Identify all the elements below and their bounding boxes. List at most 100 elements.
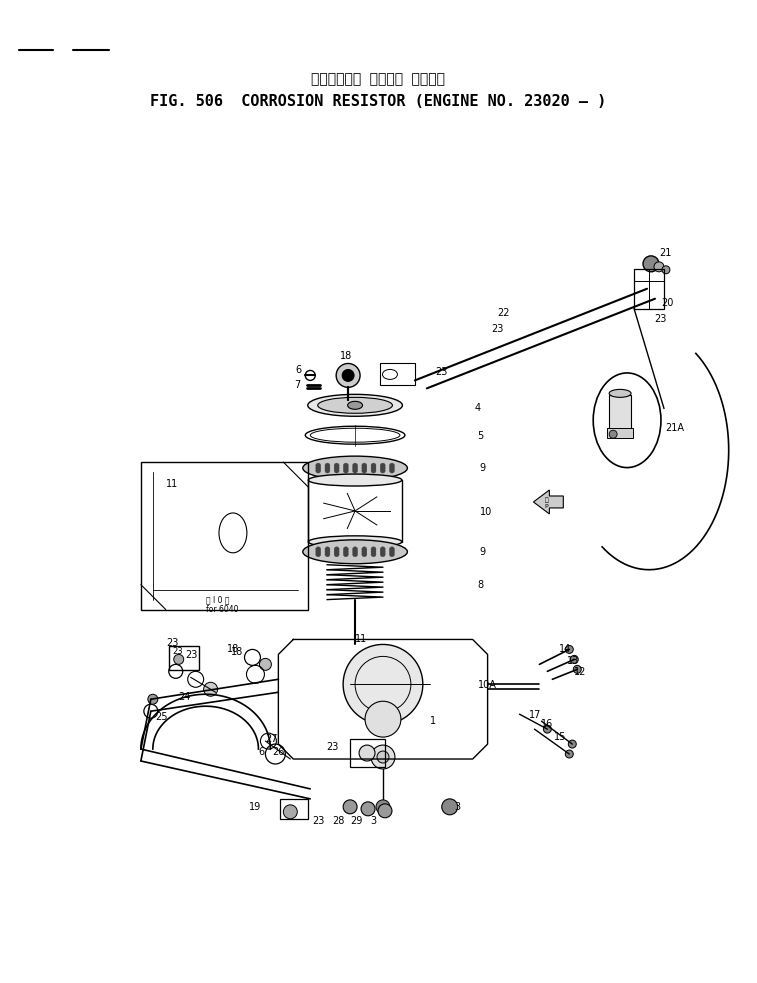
Circle shape [565, 646, 573, 654]
Circle shape [353, 468, 357, 473]
Bar [141, 462, 308, 609]
Circle shape [389, 551, 394, 556]
Circle shape [353, 463, 357, 468]
Text: 8: 8 [478, 580, 484, 590]
Ellipse shape [303, 456, 407, 480]
Circle shape [343, 645, 423, 724]
Circle shape [380, 466, 385, 471]
Circle shape [371, 468, 376, 473]
Text: 18: 18 [231, 648, 243, 658]
Text: FIG. 506  CORROSION RESISTOR (ENGINE NO. 23020 – ): FIG. 506 CORROSION RESISTOR (ENGINE NO. … [150, 94, 606, 109]
Circle shape [654, 261, 664, 272]
Circle shape [353, 551, 357, 556]
Circle shape [325, 547, 330, 551]
Text: 1: 1 [430, 717, 436, 726]
Text: 次: 次 [544, 497, 548, 502]
Ellipse shape [308, 474, 402, 486]
Bar [380, 364, 415, 385]
Circle shape [316, 463, 321, 468]
Text: 18: 18 [340, 351, 353, 361]
Text: 9: 9 [480, 463, 486, 473]
Text: 6: 6 [295, 366, 301, 376]
Ellipse shape [347, 401, 363, 409]
Text: 5: 5 [478, 432, 484, 441]
Text: 23: 23 [326, 742, 338, 752]
Text: 18: 18 [226, 645, 238, 655]
Text: for 6040: for 6040 [206, 606, 238, 614]
Text: 22: 22 [497, 308, 510, 318]
Circle shape [344, 549, 348, 554]
Circle shape [334, 468, 339, 473]
Text: 13: 13 [567, 657, 580, 666]
Circle shape [609, 431, 617, 438]
Circle shape [325, 463, 330, 468]
Text: 23: 23 [173, 647, 183, 656]
Circle shape [353, 549, 357, 554]
Circle shape [325, 549, 330, 554]
Text: 27: 27 [266, 734, 278, 744]
Circle shape [380, 547, 385, 551]
Text: 20: 20 [661, 298, 673, 308]
Ellipse shape [318, 397, 392, 413]
Circle shape [325, 468, 330, 473]
Text: コロージョン レジスタ 適用号機: コロージョン レジスタ 適用号機 [311, 73, 445, 87]
Circle shape [260, 659, 272, 670]
Circle shape [361, 802, 375, 816]
Circle shape [362, 547, 367, 551]
Ellipse shape [609, 389, 631, 397]
Text: 21A: 21A [665, 424, 684, 434]
Circle shape [662, 265, 670, 274]
Text: 26: 26 [273, 747, 285, 757]
Circle shape [389, 547, 394, 551]
Text: 23: 23 [654, 314, 666, 323]
Text: 15: 15 [554, 732, 567, 742]
Circle shape [371, 549, 376, 554]
Circle shape [389, 466, 394, 471]
Circle shape [570, 656, 578, 664]
Circle shape [380, 549, 385, 554]
Circle shape [573, 665, 581, 673]
Text: 3: 3 [455, 802, 461, 812]
Circle shape [353, 547, 357, 551]
Circle shape [316, 551, 321, 556]
Circle shape [344, 463, 348, 468]
Circle shape [344, 547, 348, 551]
Bar [280, 799, 308, 819]
Text: 16: 16 [541, 720, 553, 729]
Bar [169, 647, 198, 670]
Circle shape [334, 463, 339, 468]
Text: 23: 23 [491, 323, 504, 333]
Circle shape [380, 463, 385, 468]
Text: P: P [544, 504, 548, 509]
Text: 14: 14 [559, 645, 572, 655]
Circle shape [371, 551, 376, 556]
Circle shape [362, 549, 367, 554]
Text: 12: 12 [575, 667, 587, 677]
Circle shape [336, 364, 360, 387]
Circle shape [344, 551, 348, 556]
Text: 9: 9 [480, 547, 486, 556]
Text: 4: 4 [475, 403, 481, 413]
Circle shape [362, 463, 367, 468]
Text: 11: 11 [355, 634, 367, 645]
Circle shape [389, 468, 394, 473]
Bar [607, 429, 633, 438]
Text: 25: 25 [155, 712, 167, 723]
Circle shape [378, 804, 392, 818]
Bar [350, 739, 385, 767]
Circle shape [362, 466, 367, 471]
Circle shape [389, 549, 394, 554]
Bar [634, 268, 664, 309]
Circle shape [389, 463, 394, 468]
Text: 23: 23 [435, 368, 447, 377]
Circle shape [643, 256, 659, 272]
Text: 23: 23 [312, 816, 325, 826]
Circle shape [334, 466, 339, 471]
Circle shape [362, 468, 367, 473]
Circle shape [316, 466, 321, 471]
Circle shape [380, 551, 385, 556]
Ellipse shape [308, 394, 403, 416]
Circle shape [380, 468, 385, 473]
Text: 23: 23 [166, 638, 178, 649]
Circle shape [359, 745, 375, 761]
